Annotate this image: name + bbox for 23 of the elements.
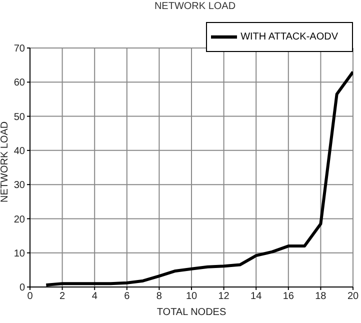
y-tick-label: 40 bbox=[14, 146, 26, 157]
x-tick-label: 16 bbox=[282, 291, 294, 302]
y-tick-label: 30 bbox=[14, 180, 26, 192]
y-tick-label: 70 bbox=[14, 44, 26, 55]
y-tick-label: 0 bbox=[19, 282, 26, 294]
x-tick-label: 2 bbox=[60, 291, 66, 302]
x-tick-label: 8 bbox=[156, 291, 162, 302]
y-tick-label: 20 bbox=[14, 214, 26, 226]
x-tick-label: 6 bbox=[124, 291, 130, 302]
y-axis-title: NETWORK LOAD bbox=[0, 121, 11, 202]
x-tick-label: 12 bbox=[218, 291, 230, 302]
x-tick-label: 18 bbox=[315, 291, 327, 302]
x-tick-label: 14 bbox=[250, 291, 262, 302]
y-tick-label: 10 bbox=[14, 248, 26, 260]
x-axis-title: TOTAL NODES bbox=[156, 307, 226, 318]
legend-label: WITH ATTACK-AODV bbox=[240, 32, 338, 43]
y-tick-label: 50 bbox=[14, 112, 26, 123]
x-tick-label: 0 bbox=[27, 291, 34, 302]
x-tick-label: 10 bbox=[186, 291, 198, 302]
chart-title: NETWORK LOAD bbox=[153, 1, 237, 12]
x-tick-label: 20 bbox=[347, 291, 359, 302]
x-tick-label: 4 bbox=[92, 291, 98, 302]
y-tick-label: 60 bbox=[14, 78, 26, 89]
